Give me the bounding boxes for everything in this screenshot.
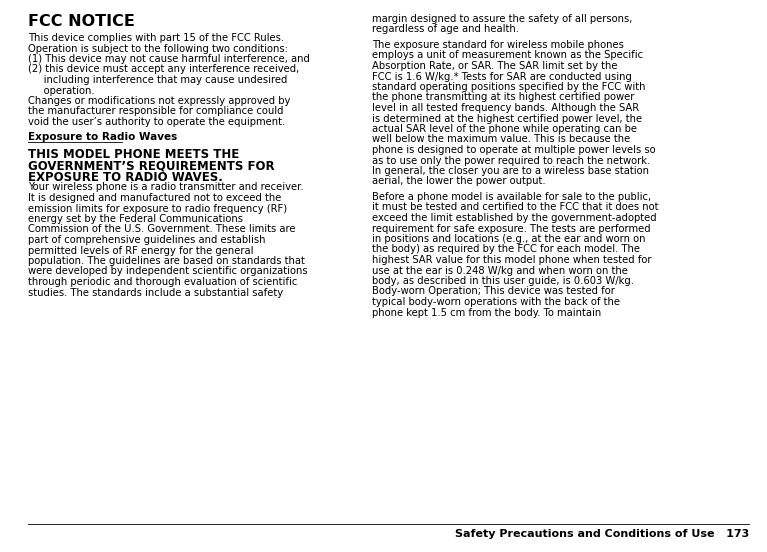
Text: Operation is subject to the following two conditions:: Operation is subject to the following tw… [28,44,288,54]
Text: level in all tested frequency bands. Although the SAR: level in all tested frequency bands. Alt… [372,103,639,113]
Text: in positions and locations (e.g., at the ear and worn on: in positions and locations (e.g., at the… [372,234,646,244]
Text: aerial, the lower the power output.: aerial, the lower the power output. [372,177,545,187]
Text: population. The guidelines are based on standards that: population. The guidelines are based on … [28,256,304,266]
Text: FCC is 1.6 W/kg.* Tests for SAR are conducted using: FCC is 1.6 W/kg.* Tests for SAR are cond… [372,72,632,82]
Text: void the user’s authority to operate the equipment.: void the user’s authority to operate the… [28,117,285,127]
Text: through periodic and thorough evaluation of scientific: through periodic and thorough evaluation… [28,277,298,287]
Text: requirement for safe exposure. The tests are performed: requirement for safe exposure. The tests… [372,224,650,233]
Text: exceed the limit established by the government-adopted: exceed the limit established by the gove… [372,213,657,223]
Text: part of comprehensive guidelines and establish: part of comprehensive guidelines and est… [28,235,265,245]
Text: phone is designed to operate at multiple power levels so: phone is designed to operate at multiple… [372,145,656,155]
Text: studies. The standards include a substantial safety: studies. The standards include a substan… [28,288,283,298]
Text: is determined at the highest certified power level, the: is determined at the highest certified p… [372,114,642,124]
Text: it must be tested and certified to the FCC that it does not: it must be tested and certified to the F… [372,203,659,213]
Text: margin designed to assure the safety of all persons,: margin designed to assure the safety of … [372,14,632,24]
Text: (2) this device must accept any interference received,: (2) this device must accept any interfer… [28,65,299,75]
Text: energy set by the Federal Communications: energy set by the Federal Communications [28,214,243,224]
Text: typical body-worn operations with the back of the: typical body-worn operations with the ba… [372,297,620,307]
Text: The exposure standard for wireless mobile phones: The exposure standard for wireless mobil… [372,40,624,50]
Text: Commission of the U.S. Government. These limits are: Commission of the U.S. Government. These… [28,225,295,235]
Text: operation.: operation. [28,86,94,95]
Text: It is designed and manufactured not to exceed the: It is designed and manufactured not to e… [28,193,281,203]
Text: standard operating positions specified by the FCC with: standard operating positions specified b… [372,82,646,92]
Text: Absorption Rate, or SAR. The SAR limit set by the: Absorption Rate, or SAR. The SAR limit s… [372,61,617,71]
Text: In general, the closer you are to a wireless base station: In general, the closer you are to a wire… [372,166,649,176]
Text: Exposure to Radio Waves: Exposure to Radio Waves [28,132,177,142]
Text: Your wireless phone is a radio transmitter and receiver.: Your wireless phone is a radio transmitt… [28,183,304,193]
Text: THIS MODEL PHONE MEETS THE: THIS MODEL PHONE MEETS THE [28,148,239,161]
Text: including interference that may cause undesired: including interference that may cause un… [28,75,288,85]
Text: as to use only the power required to reach the network.: as to use only the power required to rea… [372,156,650,166]
Text: were developed by independent scientific organizations: were developed by independent scientific… [28,267,308,277]
Text: phone kept 1.5 cm from the body. To maintain: phone kept 1.5 cm from the body. To main… [372,307,601,317]
Text: emission limits for exposure to radio frequency (RF): emission limits for exposure to radio fr… [28,204,287,214]
Text: the manufacturer responsible for compliance could: the manufacturer responsible for complia… [28,107,284,116]
Text: FCC NOTICE: FCC NOTICE [28,14,135,29]
Text: the phone transmitting at its highest certified power: the phone transmitting at its highest ce… [372,93,634,103]
Text: highest SAR value for this model phone when tested for: highest SAR value for this model phone w… [372,255,651,265]
Text: (1) This device may not cause harmful interference, and: (1) This device may not cause harmful in… [28,54,310,64]
Text: regardless of age and health.: regardless of age and health. [372,24,519,34]
Text: employs a unit of measurement known as the Specific: employs a unit of measurement known as t… [372,50,643,61]
Text: body, as described in this user guide, is 0.603 W/kg.: body, as described in this user guide, i… [372,276,634,286]
Text: Body-worn Operation; This device was tested for: Body-worn Operation; This device was tes… [372,286,615,296]
Text: GOVERNMENT’S REQUIREMENTS FOR: GOVERNMENT’S REQUIREMENTS FOR [28,160,275,172]
Text: actual SAR level of the phone while operating can be: actual SAR level of the phone while oper… [372,124,637,134]
Text: Changes or modifications not expressly approved by: Changes or modifications not expressly a… [28,96,291,106]
Text: permitted levels of RF energy for the general: permitted levels of RF energy for the ge… [28,246,254,256]
Text: Safety Precautions and Conditions of Use   173: Safety Precautions and Conditions of Use… [455,529,749,539]
Text: use at the ear is 0.248 W/kg and when worn on the: use at the ear is 0.248 W/kg and when wo… [372,266,628,275]
Text: EXPOSURE TO RADIO WAVES.: EXPOSURE TO RADIO WAVES. [28,171,223,184]
Text: the body) as required by the FCC for each model. The: the body) as required by the FCC for eac… [372,245,640,254]
Text: well below the maximum value. This is because the: well below the maximum value. This is be… [372,135,630,145]
Text: This device complies with part 15 of the FCC Rules.: This device complies with part 15 of the… [28,33,284,43]
Text: Before a phone model is available for sale to the public,: Before a phone model is available for sa… [372,192,651,202]
